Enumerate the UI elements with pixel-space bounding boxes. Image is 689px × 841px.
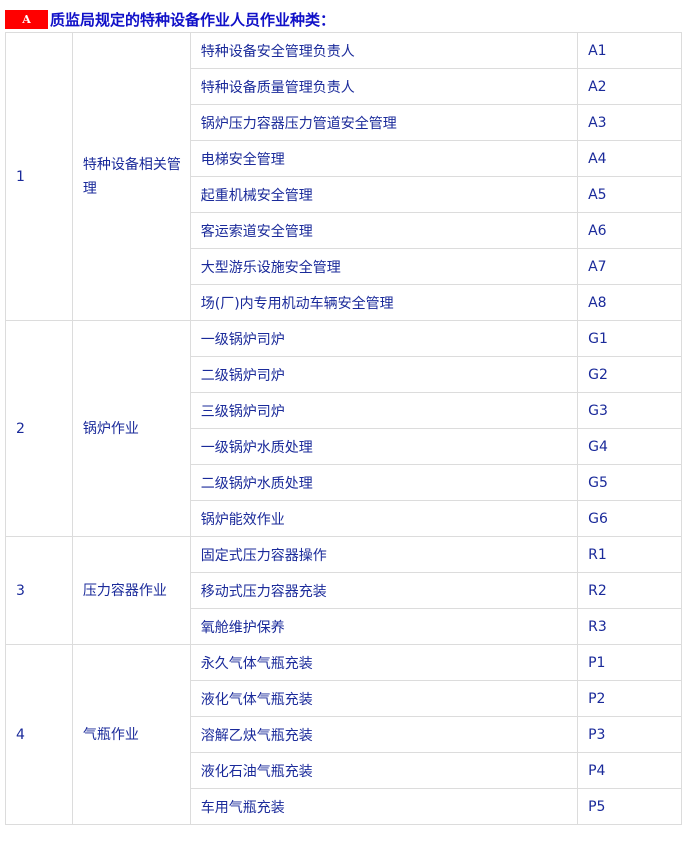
group-category: 锅炉作业 [71,320,191,537]
table-row: 1 特种设备相关管理 特种设备安全管理负责人 A1 [5,32,682,321]
section-heading: 质监局规定的特种设备作业人员作业种类： [50,10,336,29]
operation-name: 场(厂)内专用机动车辆安全管理 [189,284,579,321]
operation-name: 特种设备安全管理负责人 [189,32,579,69]
operation-code: P3 [577,716,682,753]
table-row: 液化气体气瓶充装 P2 [6,680,682,717]
operation-code: G4 [577,428,682,465]
operation-name: 液化石油气瓶充装 [189,752,579,789]
operation-name: 二级锅炉司炉 [189,356,579,393]
group-number: 1 [5,32,73,321]
operation-code: P1 [577,644,682,681]
operation-code: R1 [577,536,682,573]
operation-code: G2 [577,356,682,393]
group-category: 压力容器作业 [71,536,191,645]
group-number: 3 [5,536,73,645]
table-row: 三级锅炉司炉 G3 [6,392,682,429]
table-row: 二级锅炉司炉 G2 [6,356,682,393]
operation-code: G3 [577,392,682,429]
operation-code: A5 [577,176,682,213]
operation-code: R2 [577,572,682,609]
operation-name: 永久气体气瓶充装 [189,644,579,681]
operation-name: 三级锅炉司炉 [189,392,579,429]
operation-name: 一级锅炉司炉 [189,320,579,357]
operation-code: A6 [577,212,682,249]
group-category: 特种设备相关管理 [71,32,191,321]
operation-name: 二级锅炉水质处理 [189,464,579,501]
operation-name: 客运索道安全管理 [189,212,579,249]
operator-category-table: 1 特种设备相关管理 特种设备安全管理负责人 A1 特种设备质量管理负责人 A2 锅炉压力容… [5,32,682,825]
operation-name: 起重机械安全管理 [189,176,579,213]
operation-code: A4 [577,140,682,177]
operation-name: 溶解乙炔气瓶充装 [189,716,579,753]
group-number: 2 [5,320,73,537]
operation-code: P5 [577,788,682,825]
operation-name: 特种设备质量管理负责人 [189,68,579,105]
operation-code: G1 [577,320,682,357]
table-row: 移动式压力容器充装 R2 [6,572,682,609]
operation-code: A3 [577,104,682,141]
operation-code: A1 [577,32,682,69]
table-row: 起重机械安全管理 A5 [6,176,682,213]
operation-code: G5 [577,464,682,501]
table-row: 电梯安全管理 A4 [6,140,682,177]
group-category: 气瓶作业 [71,644,191,825]
table-row: 场(厂)内专用机动车辆安全管理 A8 [6,284,682,321]
table-row: 锅炉压力容器压力管道安全管理 A3 [6,104,682,141]
operation-name: 液化气体气瓶充装 [189,680,579,717]
operation-name: 电梯安全管理 [189,140,579,177]
operation-code: A8 [577,284,682,321]
table-row: 液化石油气瓶充装 P4 [6,752,682,789]
table-row: 车用气瓶充装 P5 [6,788,682,825]
table-row: 二级锅炉水质处理 G5 [6,464,682,501]
table-row: 溶解乙炔气瓶充装 P3 [6,716,682,753]
operation-code: P2 [577,680,682,717]
table-row: 特种设备质量管理负责人 A2 [6,68,682,105]
operation-code: R3 [577,608,682,645]
operation-name: 固定式压力容器操作 [189,536,579,573]
table-row: 大型游乐设施安全管理 A7 [6,248,682,285]
operation-code: G6 [577,500,682,537]
table-row: 2 锅炉作业 一级锅炉司炉 G1 [5,320,682,537]
operation-name: 大型游乐设施安全管理 [189,248,579,285]
operation-name: 一级锅炉水质处理 [189,428,579,465]
group-number: 4 [5,644,73,825]
operation-name: 移动式压力容器充装 [189,572,579,609]
table-row: 3 压力容器作业 固定式压力容器操作 R1 [5,536,682,645]
table-row: 4 气瓶作业 永久气体气瓶充装 P1 [5,644,682,825]
operation-code: A7 [577,248,682,285]
operation-name: 锅炉能效作业 [189,500,579,537]
section-title: A 质监局规定的特种设备作业人员作业种类： [5,9,335,29]
operation-code: P4 [577,752,682,789]
section-badge: A [5,9,48,29]
table-row: 客运索道安全管理 A6 [6,212,682,249]
table-row: 氧舱维护保养 R3 [6,608,682,645]
operation-code: A2 [577,68,682,105]
operation-name: 氧舱维护保养 [189,608,579,645]
table-row: 锅炉能效作业 G6 [6,500,682,537]
operation-name: 锅炉压力容器压力管道安全管理 [189,104,579,141]
operation-name: 车用气瓶充装 [189,788,579,825]
